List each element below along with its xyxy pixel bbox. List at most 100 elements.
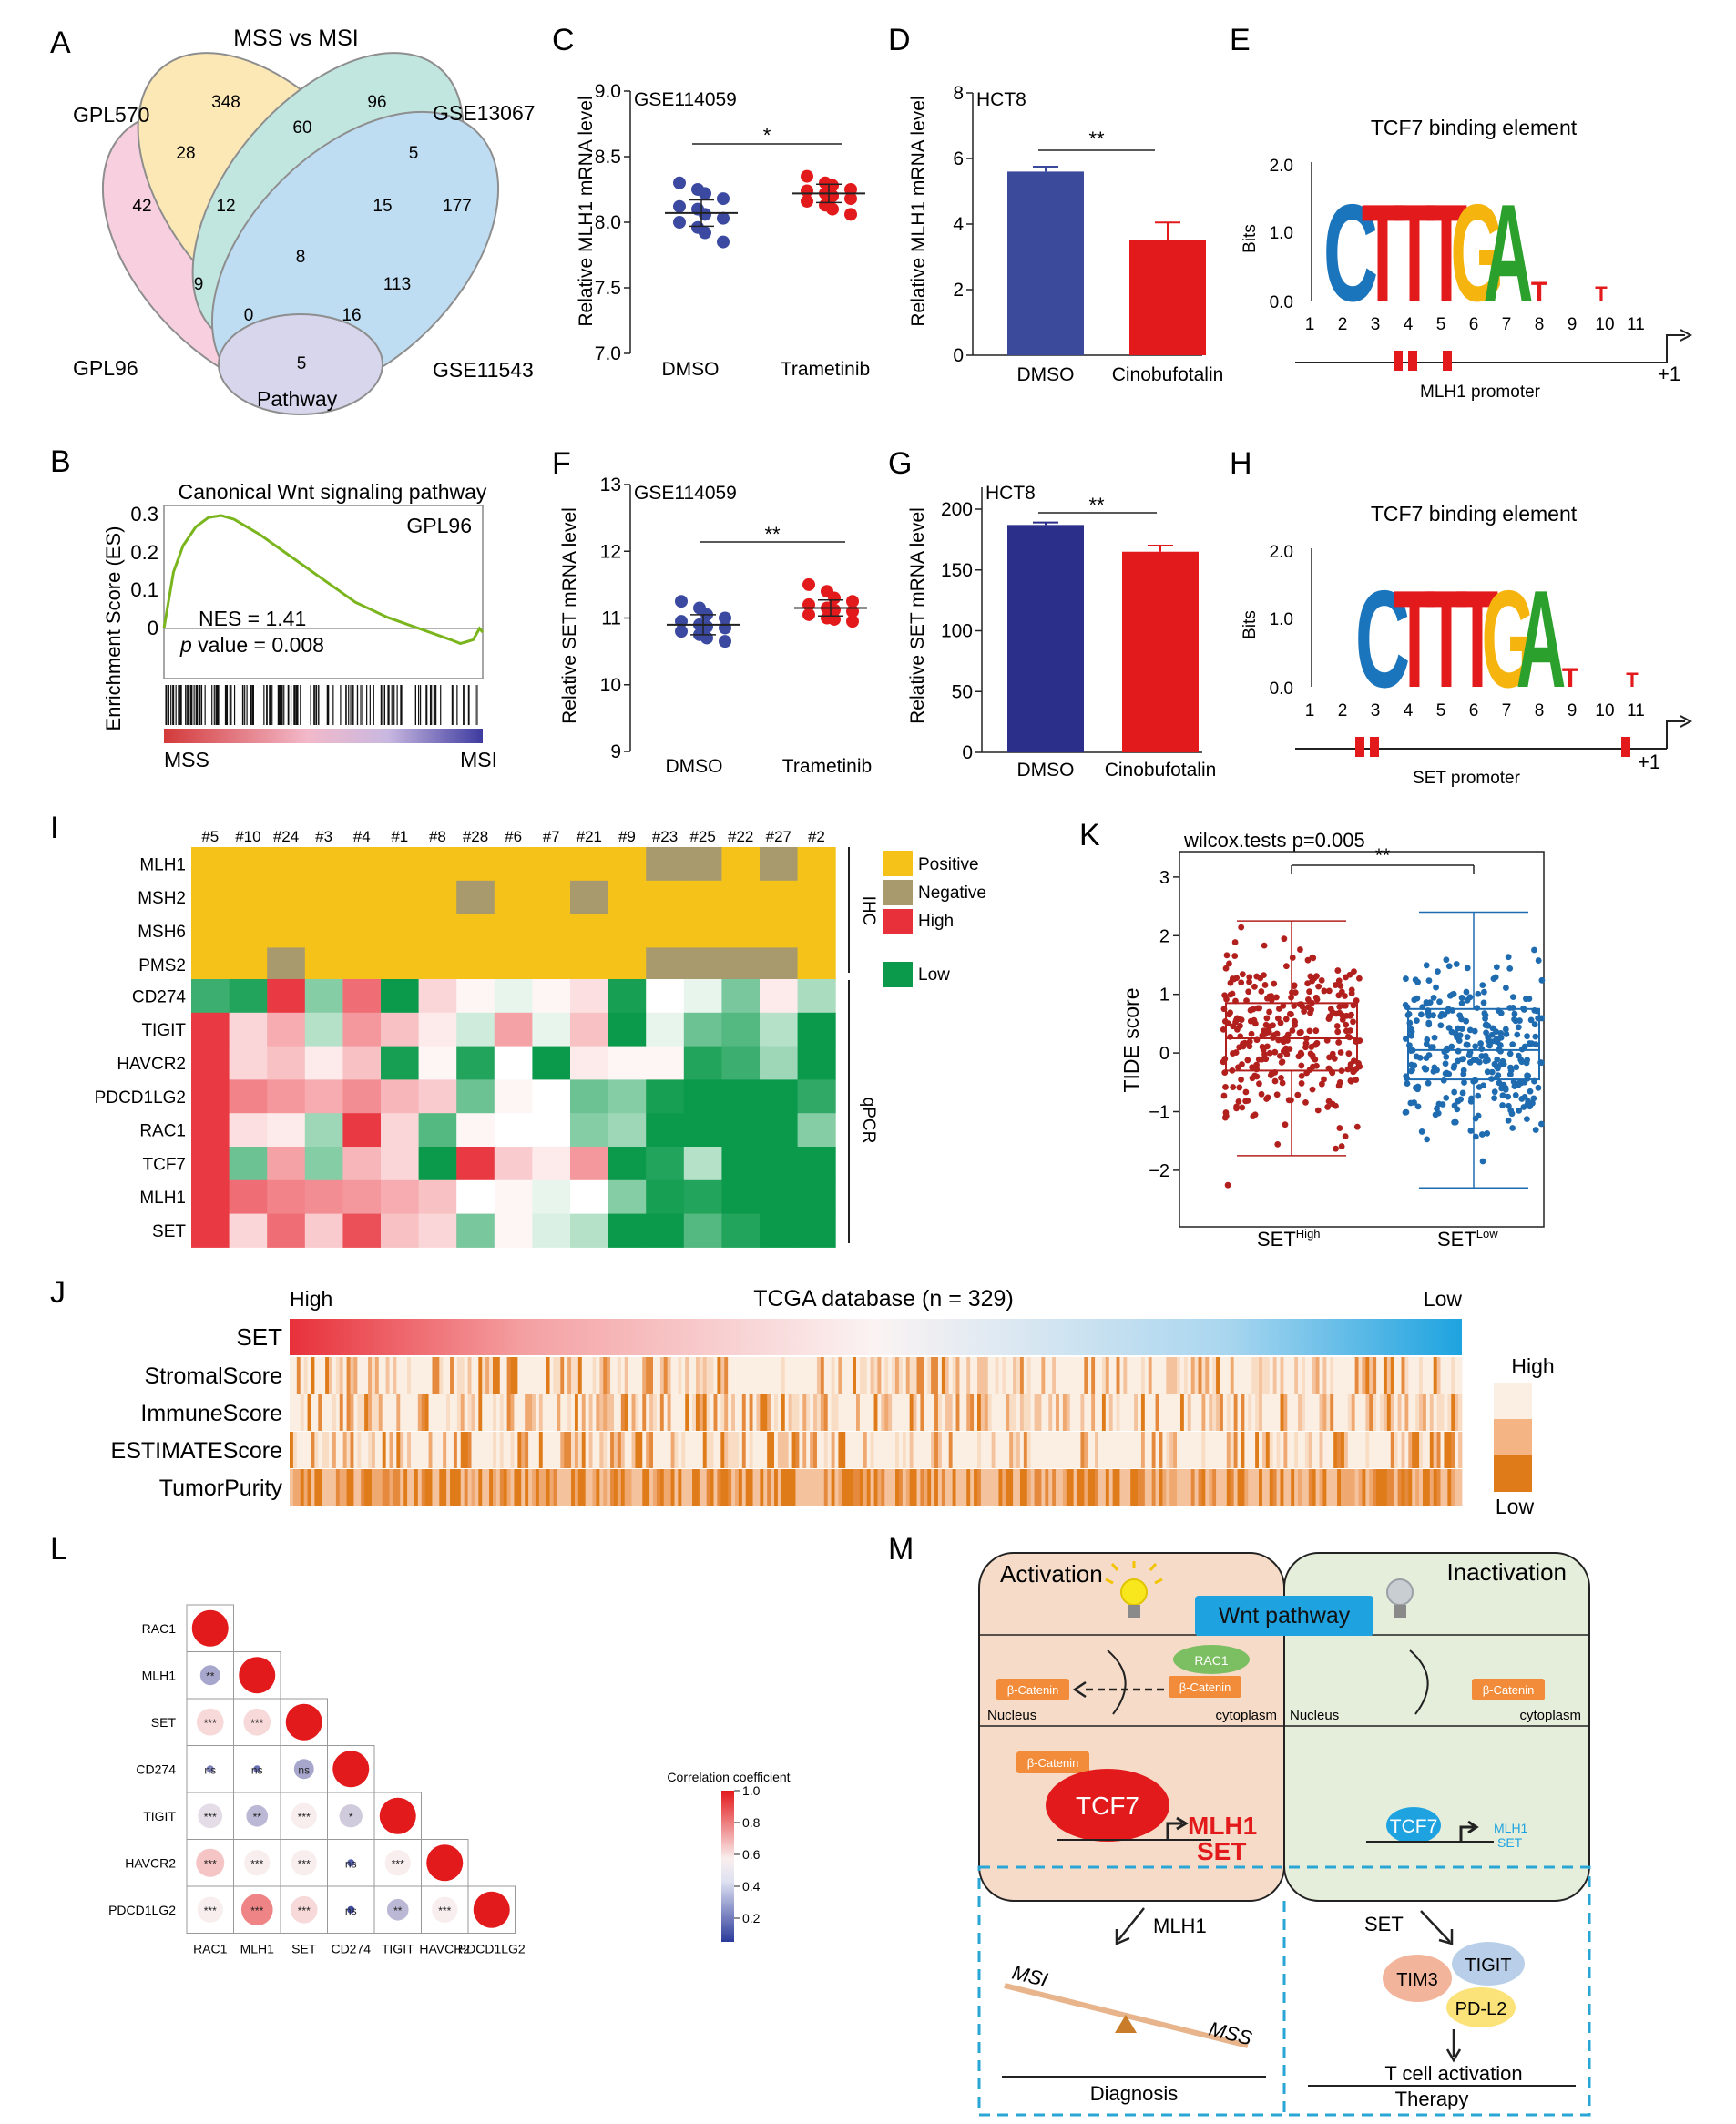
- l-sig-label: ns: [345, 1857, 357, 1870]
- j-stripe: [1233, 1357, 1238, 1394]
- j-stripe: [799, 1432, 803, 1468]
- j-stripe: [1183, 1469, 1189, 1506]
- j-stripe: [834, 1357, 839, 1394]
- i-cell: [646, 914, 685, 948]
- i-sample-label: #21: [577, 828, 602, 845]
- e-tss-head: [1680, 329, 1693, 342]
- j-stripe: [816, 1394, 822, 1431]
- k-point: [1451, 1062, 1458, 1069]
- j-stripe: [1190, 1357, 1196, 1394]
- e-pos: 6: [1469, 315, 1479, 334]
- j-stripe: [1037, 1357, 1042, 1394]
- j-stripe: [653, 1432, 658, 1468]
- k-point: [1460, 1070, 1467, 1077]
- j-stripe: [853, 1432, 857, 1468]
- ytick-label: 9: [610, 741, 621, 762]
- j-stripe: [749, 1394, 753, 1431]
- i-cell: [456, 947, 495, 982]
- j-stripe: [987, 1432, 993, 1468]
- j-stripe: [777, 1357, 782, 1394]
- panel-k: K wilcox.tests p=0.005 TIDE score 3210−1…: [1079, 818, 1546, 1251]
- j-stripe: [685, 1357, 689, 1394]
- k-point: [1282, 1016, 1290, 1023]
- j-stripe: [1209, 1469, 1213, 1506]
- i-cell: [646, 847, 685, 882]
- e-positions: 1 2 3 4 5 6 7 8 9 10 11: [1305, 315, 1645, 334]
- j-stripe: [1251, 1432, 1256, 1468]
- j-stripe: [407, 1432, 412, 1468]
- j-stripe: [924, 1469, 928, 1506]
- j-stripe: [638, 1357, 643, 1394]
- j-stripe: [888, 1432, 893, 1468]
- j-stripe: [1259, 1394, 1263, 1431]
- j-stripe: [588, 1432, 593, 1468]
- k-point: [1458, 995, 1465, 1001]
- j-stripe: [1119, 1394, 1124, 1431]
- j-stripe: [368, 1469, 373, 1506]
- k-point: [1239, 1104, 1246, 1111]
- h-pos: 3: [1371, 701, 1381, 720]
- j-stripe: [895, 1469, 900, 1506]
- e-site: [1394, 351, 1403, 371]
- k-point: [1235, 1098, 1242, 1105]
- j-stripe: [617, 1394, 622, 1431]
- k-point: [1261, 972, 1267, 979]
- j-stripe: [1373, 1469, 1377, 1506]
- l-row-label: PDCD1LG2: [108, 1903, 176, 1917]
- j-stripe: [659, 1394, 665, 1431]
- j-stripe: [970, 1432, 975, 1468]
- j-stripe: [361, 1432, 365, 1468]
- h-ylabel: Bits: [1241, 610, 1260, 639]
- j-stripe: [1179, 1357, 1185, 1394]
- k-point: [1403, 975, 1409, 982]
- j-stripe: [371, 1469, 376, 1506]
- j-row-label: ImmuneScore: [140, 1401, 282, 1426]
- j-stripe: [1226, 1394, 1231, 1431]
- j-stripe: [681, 1394, 686, 1431]
- ytick-label: 2: [953, 280, 964, 301]
- l-row-label: RAC1: [142, 1621, 177, 1636]
- j-stripe: [322, 1357, 326, 1394]
- j-stripe: [339, 1357, 344, 1394]
- j-stripe: [1013, 1469, 1017, 1506]
- j-stripe: [1166, 1394, 1170, 1431]
- k-point: [1273, 994, 1280, 1001]
- k-point: [1236, 1084, 1243, 1091]
- j-stripe: [1291, 1469, 1295, 1506]
- j-stripe: [1148, 1357, 1153, 1394]
- ytick-label: 7.5: [595, 278, 621, 299]
- j-stripe: [667, 1432, 671, 1468]
- k-point: [1425, 1052, 1433, 1058]
- j-stripe: [1347, 1394, 1353, 1431]
- j-stripe: [980, 1469, 985, 1506]
- k-point: [1443, 1094, 1450, 1101]
- j-stripe: [528, 1357, 533, 1394]
- j-stripe: [350, 1357, 354, 1394]
- j-stripe: [538, 1469, 544, 1506]
- k-point: [1493, 1028, 1499, 1036]
- j-stripe: [674, 1357, 679, 1394]
- j-stripe: [581, 1432, 587, 1468]
- j-stripe: [734, 1469, 740, 1506]
- k-point: [1280, 1038, 1287, 1046]
- k-point: [1411, 1099, 1418, 1106]
- j-stripe: [952, 1432, 956, 1468]
- j-stripe: [456, 1469, 462, 1506]
- j-stripe: [649, 1469, 654, 1506]
- j-stripe: [1219, 1357, 1224, 1394]
- i-cell: [494, 979, 533, 1014]
- panel-g-letter: G: [888, 446, 912, 481]
- i-cell: [418, 847, 457, 882]
- l-circle: [285, 1703, 322, 1741]
- j-stripe: [1326, 1469, 1331, 1506]
- i-cell: [797, 1147, 836, 1181]
- j-stripe: [1241, 1394, 1245, 1431]
- j-stripe: [1138, 1432, 1142, 1468]
- j-stripe: [382, 1357, 387, 1394]
- j-stripe: [984, 1394, 989, 1431]
- j-stripe: [450, 1357, 454, 1394]
- m-set: SET: [1197, 1837, 1246, 1865]
- j-stripe: [514, 1432, 518, 1468]
- j-stripe: [1151, 1394, 1156, 1431]
- k-point: [1506, 1050, 1514, 1057]
